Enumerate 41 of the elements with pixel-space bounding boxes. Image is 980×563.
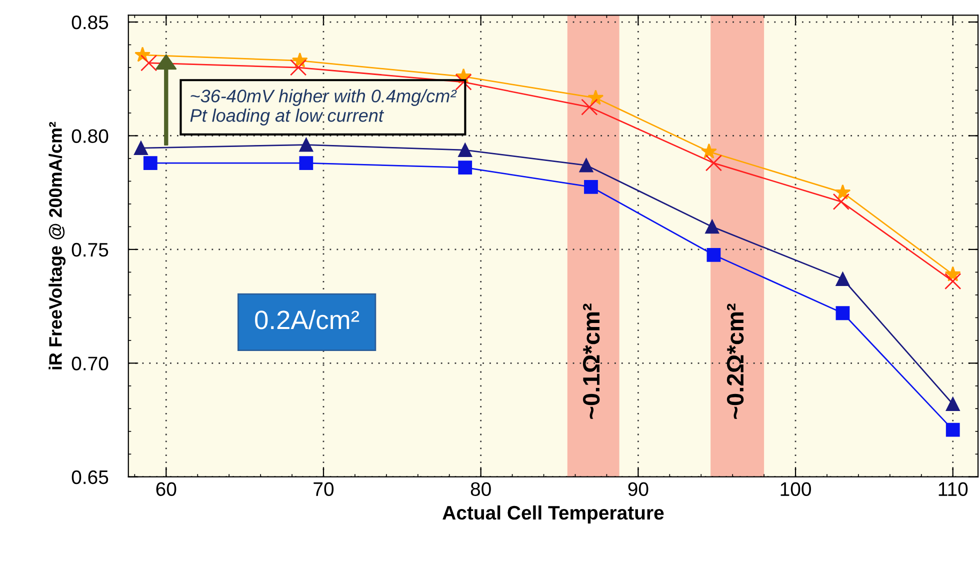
point xyxy=(836,306,850,320)
point xyxy=(946,397,960,412)
y-tick-label: 0.75 xyxy=(72,242,108,257)
x-axis-title: Actual Cell Temperature xyxy=(442,505,664,524)
y-axis-title: iR FreeVoltage @ 200mA/cm² xyxy=(48,122,66,370)
point xyxy=(299,156,314,170)
x-tick-label: 110 xyxy=(938,482,968,496)
point xyxy=(834,184,851,200)
point xyxy=(455,74,472,90)
point xyxy=(140,54,158,72)
point xyxy=(290,59,307,76)
x-tick-label: 80 xyxy=(470,482,491,496)
point xyxy=(579,158,594,172)
point xyxy=(134,141,148,155)
point xyxy=(832,193,850,210)
point xyxy=(836,272,850,286)
point xyxy=(458,160,472,175)
point xyxy=(946,422,960,437)
band-label: ~0.2Ω*cm² xyxy=(726,304,744,419)
point xyxy=(581,98,598,116)
point xyxy=(588,90,604,105)
x-tick-label: 90 xyxy=(628,482,648,496)
y-tick-label: 0.85 xyxy=(72,15,108,30)
point xyxy=(705,220,720,234)
y-tick-label: 0.80 xyxy=(72,129,108,143)
x-tick-label: 70 xyxy=(314,482,334,496)
point xyxy=(458,143,472,158)
point xyxy=(701,143,717,159)
x-tick-label: 60 xyxy=(156,482,176,496)
point xyxy=(944,272,962,290)
y-tick-label: 0.65 xyxy=(72,470,108,484)
point xyxy=(584,180,598,194)
point xyxy=(706,248,721,262)
annotation: ~36-40mV higher with 0.4mg/cm² Pt loading at low current xyxy=(190,89,457,126)
annotation: 0.2A/cm² xyxy=(255,310,360,330)
y-tick-label: 0.70 xyxy=(72,356,108,370)
point xyxy=(299,138,314,152)
band-label: ~0.1Ω*cm² xyxy=(582,304,600,419)
x-tick-label: 100 xyxy=(780,482,811,496)
point xyxy=(143,156,158,170)
point xyxy=(705,154,722,172)
